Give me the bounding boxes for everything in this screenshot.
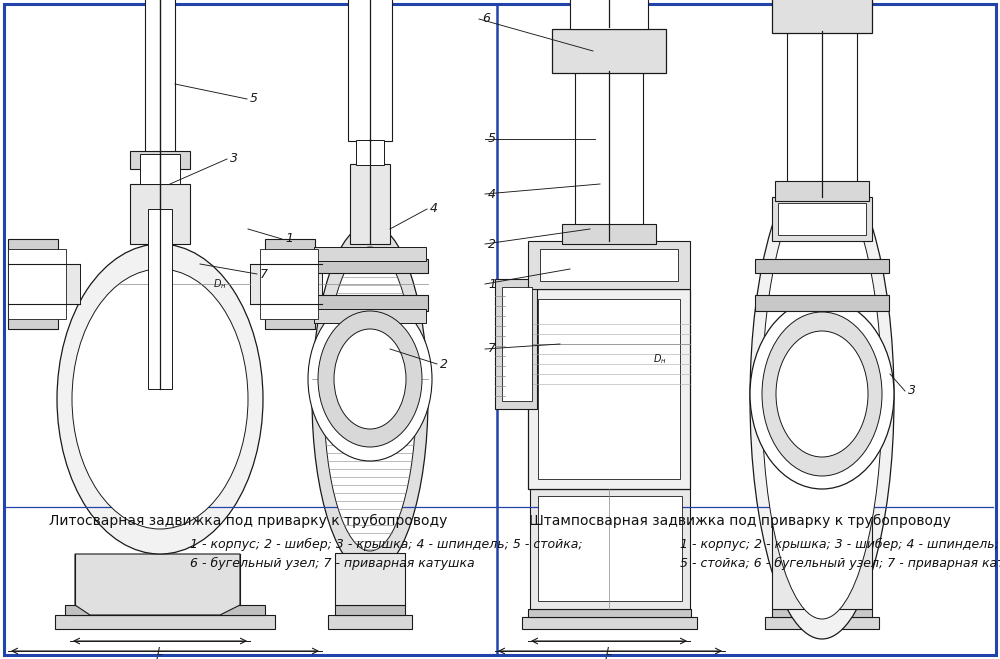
Text: 3: 3: [908, 384, 916, 397]
Bar: [562, 224, 656, 244]
Text: $L_1$: $L_1$: [603, 655, 615, 659]
Bar: [148, 209, 172, 389]
Bar: [312, 259, 428, 273]
Text: 5: 5: [250, 92, 258, 105]
Bar: [495, 279, 537, 409]
Ellipse shape: [312, 224, 428, 574]
Bar: [348, 0, 392, 141]
Bar: [55, 615, 275, 629]
Bar: [778, 203, 866, 235]
Bar: [772, 504, 872, 609]
Ellipse shape: [750, 299, 894, 489]
Text: 7: 7: [260, 268, 268, 281]
Bar: [528, 609, 691, 617]
Bar: [772, 0, 872, 33]
Text: 4: 4: [488, 188, 496, 200]
Text: 2: 2: [488, 237, 496, 250]
Bar: [8, 264, 80, 304]
Bar: [522, 617, 697, 629]
Text: 6 - бугельный узел; 7 - приварная катушка: 6 - бугельный узел; 7 - приварная катушк…: [190, 556, 475, 569]
Text: 5: 5: [488, 132, 496, 146]
Bar: [65, 605, 265, 615]
Ellipse shape: [72, 269, 248, 529]
Bar: [328, 615, 412, 629]
Text: 3: 3: [230, 152, 238, 165]
Text: 6: 6: [482, 13, 490, 26]
Bar: [552, 29, 666, 73]
Bar: [8, 239, 58, 329]
Text: $L$: $L$: [605, 645, 613, 657]
Bar: [250, 264, 322, 304]
Bar: [772, 197, 872, 241]
Text: 1 - корпус; 2 - шибер; 3 - крышка; 4 - шпиндель; 5 - стойка;: 1 - корпус; 2 - шибер; 3 - крышка; 4 - ш…: [190, 538, 583, 550]
Bar: [772, 609, 872, 617]
Ellipse shape: [776, 331, 868, 457]
Bar: [130, 151, 190, 169]
Bar: [538, 299, 680, 479]
Ellipse shape: [308, 297, 432, 461]
Bar: [8, 249, 66, 319]
Text: 5 - стойка; 6 - бугельный узел; 7 - приварная катушка: 5 - стойка; 6 - бугельный узел; 7 - прив…: [680, 556, 1000, 569]
Ellipse shape: [57, 244, 263, 554]
Bar: [755, 295, 889, 311]
Bar: [575, 71, 643, 241]
Ellipse shape: [318, 311, 422, 447]
Ellipse shape: [750, 159, 894, 639]
Text: 2: 2: [440, 357, 448, 370]
Text: 1: 1: [285, 233, 293, 246]
Bar: [130, 184, 190, 244]
Bar: [312, 295, 428, 311]
Ellipse shape: [762, 312, 882, 476]
Text: Штампосварная задвижка под приварку к трубопроводу: Штампосварная задвижка под приварку к тр…: [529, 514, 951, 528]
Bar: [145, 0, 175, 154]
Ellipse shape: [762, 179, 882, 619]
Bar: [335, 553, 405, 605]
Bar: [755, 259, 889, 273]
Bar: [538, 496, 682, 601]
Text: Литосварная задвижка под приварку к трубопроводу: Литосварная задвижка под приварку к труб…: [49, 514, 447, 528]
Bar: [314, 247, 426, 261]
Ellipse shape: [334, 329, 406, 429]
Bar: [530, 489, 690, 609]
Text: $L$: $L$: [156, 645, 164, 657]
Bar: [765, 617, 879, 629]
Bar: [140, 154, 180, 184]
Bar: [570, 0, 648, 29]
Bar: [350, 164, 390, 244]
Bar: [540, 249, 678, 281]
Text: $D_{н}$: $D_{н}$: [213, 277, 227, 291]
Bar: [314, 309, 426, 323]
Bar: [356, 140, 384, 165]
Bar: [528, 289, 690, 489]
Bar: [502, 287, 532, 401]
Text: 4: 4: [430, 202, 438, 215]
Text: $L_1$: $L_1$: [154, 655, 166, 659]
Bar: [775, 181, 869, 201]
Text: $D_{н}$: $D_{н}$: [653, 352, 667, 366]
Text: 1 - корпус; 2 - крышка; 3 - шибер; 4 - шпиндель;: 1 - корпус; 2 - крышка; 3 - шибер; 4 - ш…: [680, 538, 999, 550]
Ellipse shape: [324, 247, 416, 551]
Text: 7: 7: [488, 343, 496, 355]
Bar: [787, 32, 857, 197]
Bar: [528, 241, 690, 289]
Text: 1: 1: [488, 277, 496, 291]
Bar: [265, 239, 315, 329]
Polygon shape: [75, 554, 240, 615]
Bar: [260, 249, 318, 319]
Bar: [335, 605, 405, 615]
